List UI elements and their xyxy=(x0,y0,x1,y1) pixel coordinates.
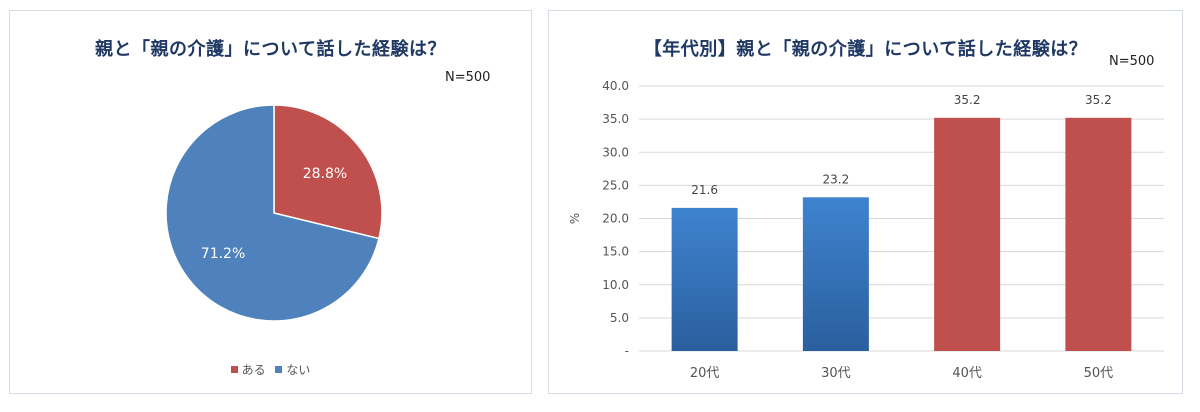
y-tick-label: 20.0 xyxy=(602,212,629,226)
bar-chart: - 5.0 10.0 15.0 20.0 25.0 30.0 35.0 40.0% 21.6 20代… xyxy=(568,79,1164,381)
bar-value-label: 23.2 xyxy=(823,172,850,186)
x-tick-label: 30代 xyxy=(821,366,851,381)
legend-item-nai: ない xyxy=(275,361,310,378)
y-axis-label: % xyxy=(568,213,582,224)
bar-value-label: 35.2 xyxy=(1085,93,1112,107)
bar-sample-size: N=500 xyxy=(1109,54,1155,69)
bar-50代 xyxy=(1065,117,1132,351)
legend-swatch-nai xyxy=(275,366,283,373)
pie-sample-size: N=500 xyxy=(445,70,491,85)
pie-slice-nai xyxy=(165,104,380,322)
legend-swatch-aru xyxy=(230,366,238,373)
y-tick-label: 30.0 xyxy=(602,145,629,159)
pie-chart-panel: 親と「親の介護」について話した経験は？ N=500 28.8% 71.2% ある … xyxy=(9,10,532,394)
bar-40代 xyxy=(934,117,1001,351)
pie-chart-title: 親と「親の介護」について話した経験は？ xyxy=(95,39,446,60)
pie-slice-label-aru: 28.8% xyxy=(303,166,347,182)
pie-legend: ある ない xyxy=(10,361,531,378)
y-tick-label: - xyxy=(625,344,629,358)
bar-value-label: 21.6 xyxy=(691,183,718,197)
bar-30代 xyxy=(802,197,869,351)
y-tick-label: 10.0 xyxy=(602,278,629,292)
bar-value-label: 35.2 xyxy=(954,93,981,107)
legend-label-nai: ない xyxy=(286,363,311,377)
bar-20代 xyxy=(671,207,738,351)
bar-chart-panel: 【年代別】親と「親の介護」について話した経験は？ N=500 - 5.0 10.0 1… xyxy=(548,10,1183,394)
x-tick-label: 50代 xyxy=(1084,366,1114,381)
y-tick-label: 25.0 xyxy=(602,178,629,192)
legend-item-aru: ある xyxy=(230,361,266,378)
y-tick-label: 15.0 xyxy=(602,245,629,259)
pie-slice-aru xyxy=(273,104,383,240)
legend-label-aru: ある xyxy=(241,363,266,377)
pie-slice-label-nai: 71.2% xyxy=(201,246,245,262)
y-tick-label: 35.0 xyxy=(602,112,629,126)
x-tick-label: 20代 xyxy=(690,366,720,381)
y-tick-label: 5.0 xyxy=(610,311,629,325)
bar-chart-title: 【年代別】親と「親の介護」について話した経験は？ xyxy=(643,39,1088,60)
y-tick-label: 40.0 xyxy=(602,79,629,93)
pie-chart: 28.8% 71.2% xyxy=(165,104,383,322)
x-tick-label: 40代 xyxy=(952,366,982,381)
